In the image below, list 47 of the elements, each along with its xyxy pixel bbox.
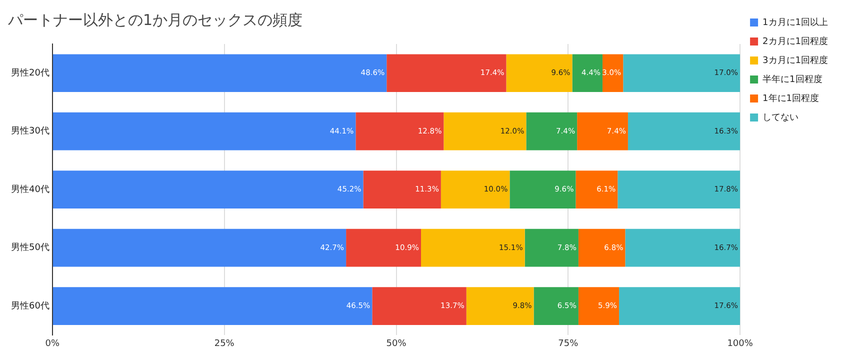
- bar: [52, 112, 356, 150]
- x-tick-label: 50%: [386, 338, 407, 349]
- x-tick-label: 25%: [214, 338, 235, 349]
- bar: [534, 287, 578, 326]
- bar: [386, 54, 506, 92]
- y-tick-label: 男性60代: [11, 300, 50, 312]
- y-tick-label: 男性50代: [11, 242, 50, 254]
- bar: [346, 228, 422, 267]
- bar: [619, 287, 740, 326]
- bar: [363, 170, 441, 209]
- legend-label: 1年に1回程度: [762, 92, 819, 104]
- bar: [578, 228, 626, 267]
- bar: [510, 170, 576, 209]
- legend-label: 2カ月に1回程度: [762, 36, 828, 47]
- bar: [506, 54, 572, 92]
- x-tick-label: 0%: [45, 338, 60, 349]
- bar: [602, 54, 624, 92]
- y-tick-label: 男性30代: [11, 126, 50, 137]
- bar: [444, 112, 526, 150]
- bar: [356, 112, 444, 150]
- y-tick-label: 男性20代: [11, 67, 50, 78]
- bar: [618, 170, 740, 209]
- bar: [52, 287, 372, 326]
- bar: [578, 287, 620, 326]
- bar: [524, 228, 578, 267]
- bar: [52, 170, 364, 209]
- legend-label: してない: [762, 112, 799, 123]
- x-tick-label: 100%: [727, 338, 754, 349]
- bar: [372, 287, 466, 326]
- bar: [52, 54, 387, 92]
- bar: [572, 54, 603, 92]
- bar: [625, 228, 740, 267]
- bar: [466, 287, 534, 326]
- bar: [577, 112, 628, 150]
- legend-label: 1カ月に1回以上: [762, 16, 828, 28]
- legend-label: 半年に1回程度: [762, 74, 822, 85]
- bar: [526, 112, 578, 150]
- bar: [52, 228, 346, 267]
- bar: [421, 228, 525, 267]
- x-tick-label: 75%: [558, 338, 579, 349]
- bar: [440, 170, 510, 209]
- bar: [628, 112, 740, 150]
- legend-label: 3カ月に1回程度: [762, 54, 828, 66]
- bar: [576, 170, 618, 209]
- bar: [623, 54, 740, 92]
- y-tick-label: 男性40代: [11, 184, 50, 195]
- chart-title: パートナー以外との1か月のセックスの頻度: [7, 10, 303, 29]
